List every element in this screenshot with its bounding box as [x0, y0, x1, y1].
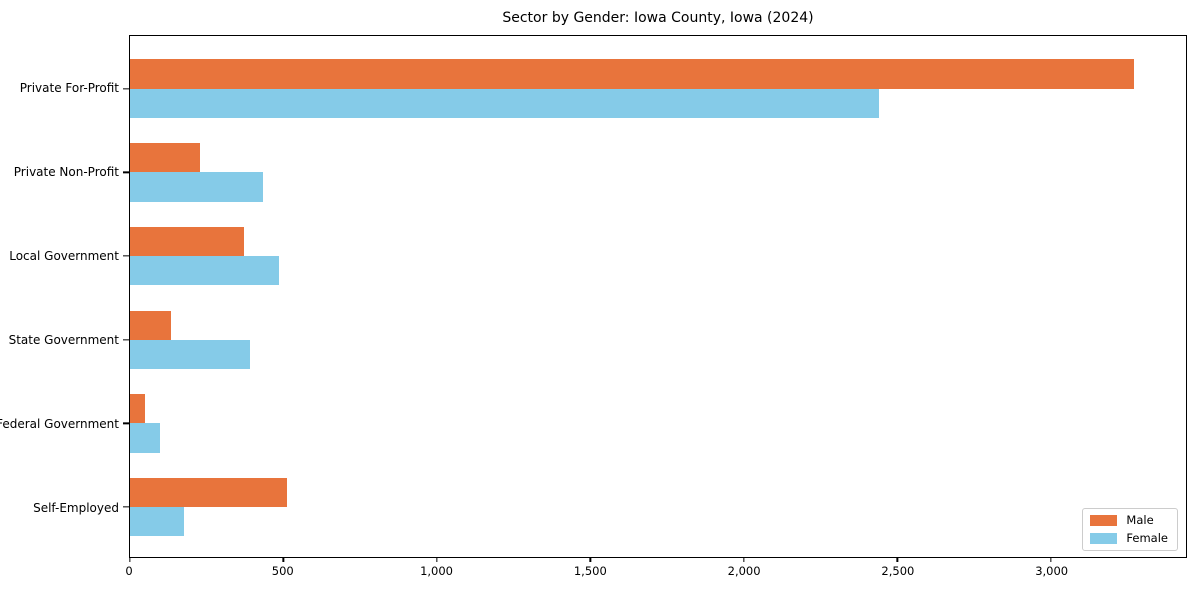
y-tick	[123, 88, 129, 90]
bar-male-6	[130, 477, 287, 508]
bar-female-6	[130, 507, 185, 537]
bar-female-3	[130, 256, 280, 286]
plot-area: Male Female	[123, 35, 1187, 562]
bar-male-1	[130, 59, 1134, 89]
y-tick	[123, 339, 129, 341]
y-tick-label: Federal Government	[0, 416, 119, 431]
x-tick-label: 2,500	[881, 564, 915, 578]
y-tick-label: Private For-Profit	[19, 80, 119, 95]
legend-item-female: Female	[1090, 532, 1168, 545]
x-tick	[589, 557, 592, 562]
x-axis-tick-labels: 0 500 1,000 1,500 2,000 2,500 3,000	[125, 564, 1187, 584]
x-tick-label: 1,000	[420, 564, 454, 578]
x-tick	[436, 557, 438, 562]
x-tick	[743, 557, 745, 562]
y-tick	[123, 171, 129, 174]
bar-female-5	[130, 423, 160, 453]
legend-swatch-female	[1090, 533, 1118, 544]
x-tick-label: 1,500	[573, 564, 607, 578]
bar-male-5	[130, 394, 145, 424]
legend-label: Male	[1126, 513, 1154, 527]
legend-label: Female	[1126, 531, 1168, 545]
x-tick-label: 0	[125, 564, 133, 578]
y-tick	[123, 255, 129, 257]
y-axis-category-labels: Private For-Profit Private Non-Profit Loca…	[0, 35, 119, 558]
bar-male-4	[130, 310, 171, 340]
chart-title: Sector by Gender: Iowa County, Iowa (202…	[502, 10, 814, 26]
x-tick-label: 2,000	[727, 564, 761, 578]
legend: Male Female	[1082, 508, 1178, 551]
legend-item-male: Male	[1090, 514, 1168, 527]
y-tick-label: Private Non-Profit	[13, 164, 119, 179]
x-tick-label: 3,000	[1035, 564, 1069, 578]
bar-female-1	[130, 88, 879, 119]
x-tick	[129, 557, 131, 562]
x-tick-label: 500	[271, 564, 294, 578]
x-tick	[896, 557, 899, 562]
bar-male-3	[130, 226, 244, 257]
bar-female-2	[130, 172, 264, 202]
y-tick-label: Local Government	[9, 248, 119, 263]
legend-swatch-male	[1090, 515, 1118, 526]
y-tick	[123, 506, 129, 508]
x-tick	[282, 557, 285, 562]
x-tick	[1050, 557, 1052, 562]
y-tick-label: State Government	[8, 332, 119, 347]
bar-female-4	[130, 339, 251, 370]
y-tick	[123, 422, 129, 425]
bar-male-2	[130, 143, 200, 173]
y-tick-label: Self-Employed	[33, 500, 119, 515]
